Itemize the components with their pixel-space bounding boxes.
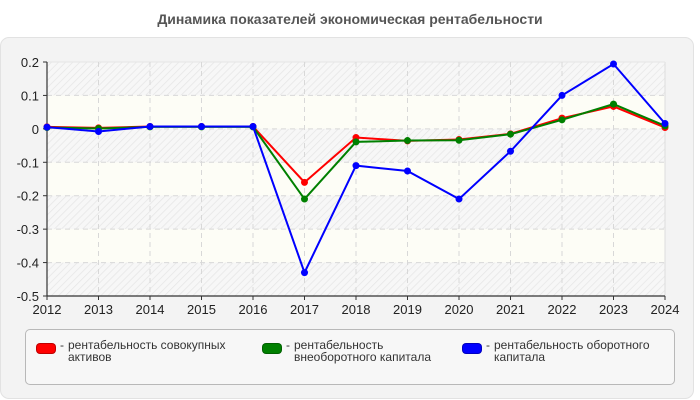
- svg-text:2024: 2024: [651, 302, 680, 317]
- svg-text:-0.2: -0.2: [17, 189, 39, 204]
- svg-text:-0.4: -0.4: [17, 256, 39, 271]
- legend: - рентабельность совокупных активов - рента…: [25, 329, 675, 385]
- blue-swatch-icon: [462, 343, 482, 354]
- chart-title: Динамика показателей экономическая рента…: [157, 11, 543, 27]
- svg-text:2022: 2022: [548, 302, 577, 317]
- green-swatch-icon: [262, 343, 282, 354]
- svg-text:2023: 2023: [599, 302, 628, 317]
- svg-text:2012: 2012: [33, 302, 62, 317]
- svg-text:2013: 2013: [84, 302, 113, 317]
- legend-label: рентабельность: [294, 338, 384, 352]
- svg-text:-0.1: -0.1: [17, 155, 39, 170]
- svg-text:-0.5: -0.5: [17, 289, 39, 304]
- svg-text:2019: 2019: [393, 302, 422, 317]
- svg-text:2018: 2018: [342, 302, 371, 317]
- svg-text:2020: 2020: [445, 302, 474, 317]
- svg-text:2021: 2021: [496, 302, 525, 317]
- svg-text:2015: 2015: [187, 302, 216, 317]
- svg-text:0.2: 0.2: [21, 55, 39, 70]
- svg-text:2017: 2017: [290, 302, 319, 317]
- svg-text:2016: 2016: [239, 302, 268, 317]
- svg-text:2014: 2014: [136, 302, 165, 317]
- legend-label: активов: [68, 350, 112, 364]
- legend-label: внеоборотного капитала: [294, 350, 431, 364]
- legend-item-current-capital[interactable]: - рентабельность оборотного капитала: [462, 339, 650, 363]
- legend-item-total-assets[interactable]: - рентабельность совокупных активов: [36, 339, 226, 363]
- svg-text:-0.3: -0.3: [17, 222, 39, 237]
- svg-text:0.1: 0.1: [21, 88, 39, 103]
- legend-label: рентабельность оборотного: [494, 338, 650, 352]
- legend-item-noncurrent-capital[interactable]: - рентабельность внеоборотного капитала: [262, 339, 431, 363]
- legend-label: капитала: [494, 350, 546, 364]
- data-series: [43, 60, 669, 277]
- red-swatch-icon: [36, 343, 56, 354]
- svg-text:0: 0: [32, 122, 39, 137]
- legend-label: рентабельность совокупных: [68, 338, 226, 352]
